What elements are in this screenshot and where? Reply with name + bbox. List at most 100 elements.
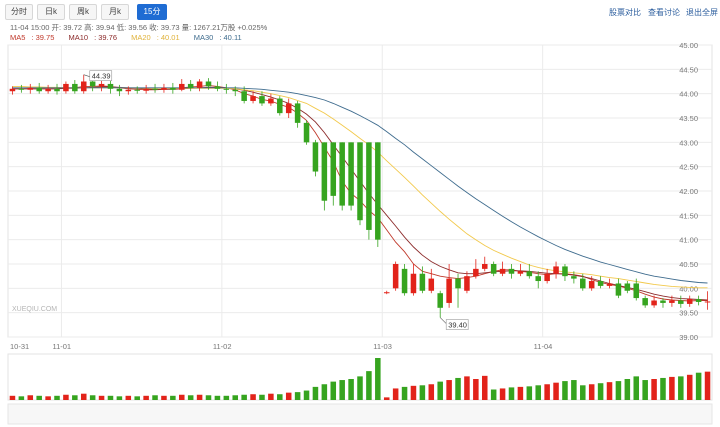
ma10-legend: MA10: 39.76 <box>68 33 118 42</box>
candle-body <box>268 98 274 104</box>
volume-bar <box>633 376 640 400</box>
volume-bar <box>357 376 363 400</box>
exit-fullscreen-link[interactable]: 退出全屏 <box>686 8 718 17</box>
y-tick-label: 41.00 <box>679 236 698 245</box>
candle-body <box>446 278 452 303</box>
candle-body <box>312 142 319 172</box>
candle-body <box>392 264 399 289</box>
tab-weekly-k[interactable]: 周k <box>69 4 97 20</box>
tab-daily-k[interactable]: 日k <box>37 4 65 20</box>
volume-bar <box>428 384 435 400</box>
candle-body <box>686 299 693 304</box>
candle-body <box>294 103 301 123</box>
volume-bar <box>490 389 497 400</box>
candle-body <box>63 83 69 92</box>
candle-body <box>223 88 230 90</box>
volume-bar <box>481 375 488 400</box>
candle-body <box>695 299 702 302</box>
volume-bar <box>285 392 292 400</box>
volume-bar <box>651 379 657 400</box>
volume-bar <box>45 396 51 400</box>
candle-body <box>80 81 87 92</box>
low-marker-box <box>445 319 469 330</box>
volume-bar <box>250 394 256 400</box>
tab-monthly-k[interactable]: 月k <box>101 4 129 20</box>
x-tick-label: 11-02 <box>213 342 232 351</box>
candle-body <box>624 283 631 291</box>
volume-bar <box>330 381 337 400</box>
tab-15min[interactable]: 15分 <box>137 4 167 20</box>
candle-body <box>517 271 524 274</box>
candle-body <box>250 96 256 101</box>
volume-bar <box>704 371 711 400</box>
volume-bar <box>695 372 702 400</box>
volume-bar <box>473 379 479 400</box>
volume-bar <box>125 395 132 400</box>
volume-bar <box>161 395 167 400</box>
y-tick-label: 39.00 <box>679 333 698 342</box>
volume-bar <box>223 395 230 400</box>
candle-body <box>455 278 461 289</box>
volume-bar <box>642 380 648 400</box>
volume-bar <box>152 395 158 400</box>
ma30-legend: MA30: 40.11 <box>193 33 242 42</box>
volume-bar <box>410 385 417 400</box>
volume-bar <box>321 384 328 400</box>
view-discussion-link[interactable]: 查看讨论 <box>648 8 680 17</box>
candle-body <box>464 276 470 291</box>
volume-bar <box>259 394 265 400</box>
candle-body <box>98 83 105 87</box>
volume-bar <box>597 383 604 400</box>
volume-bar <box>580 385 586 400</box>
volume-bar <box>437 381 443 400</box>
candle-body <box>54 88 60 92</box>
volume-bar <box>72 395 78 400</box>
y-tick-label: 43.50 <box>679 114 698 123</box>
volume-bar <box>624 379 631 400</box>
candle-body <box>27 87 34 90</box>
high-marker-line <box>83 74 90 77</box>
candle-body <box>232 89 239 92</box>
tab-timeshare[interactable]: 分时 <box>5 4 33 20</box>
volume-bar <box>277 394 283 400</box>
volume-bar <box>588 384 595 400</box>
candle-body <box>704 301 711 303</box>
compare-stocks-link[interactable]: 股票对比 <box>609 8 641 17</box>
candle-body <box>473 268 479 277</box>
volume-bar <box>375 358 381 400</box>
candle-body <box>383 292 390 294</box>
ohlc-info-line: 11-04 15:00 开: 39.72 高: 39.94 低: 39.56 收… <box>10 23 268 32</box>
x-tick-label: 11-03 <box>373 342 392 351</box>
candle-body <box>642 298 648 306</box>
candle-body <box>580 278 586 289</box>
volume-bar <box>419 385 426 400</box>
candle-body <box>170 87 176 90</box>
candle-body <box>134 89 140 91</box>
volume-bar <box>268 393 274 400</box>
volume-bar <box>170 395 176 400</box>
candle-body <box>606 283 613 286</box>
volume-bar <box>18 396 25 400</box>
volume-bar <box>89 395 96 400</box>
volume-bar <box>205 395 212 400</box>
volume-bar <box>116 396 123 400</box>
candle-body <box>553 266 559 274</box>
volume-bar <box>366 371 372 400</box>
candle-body <box>214 86 221 89</box>
candle-body <box>588 281 595 289</box>
candle-body <box>116 88 123 92</box>
y-tick-label: 45.00 <box>679 41 698 50</box>
volume-bar <box>392 388 399 400</box>
candle-body <box>544 273 550 282</box>
volume-bar <box>196 394 203 400</box>
candle-body <box>152 88 158 90</box>
candle-body <box>597 281 604 286</box>
volume-bar <box>80 393 87 400</box>
low-marker-line <box>439 317 447 324</box>
volume-bar <box>526 386 533 400</box>
volume-bar <box>312 386 319 400</box>
volume-bar <box>54 395 60 400</box>
volume-bar <box>562 381 568 400</box>
volume-bar <box>615 381 622 400</box>
